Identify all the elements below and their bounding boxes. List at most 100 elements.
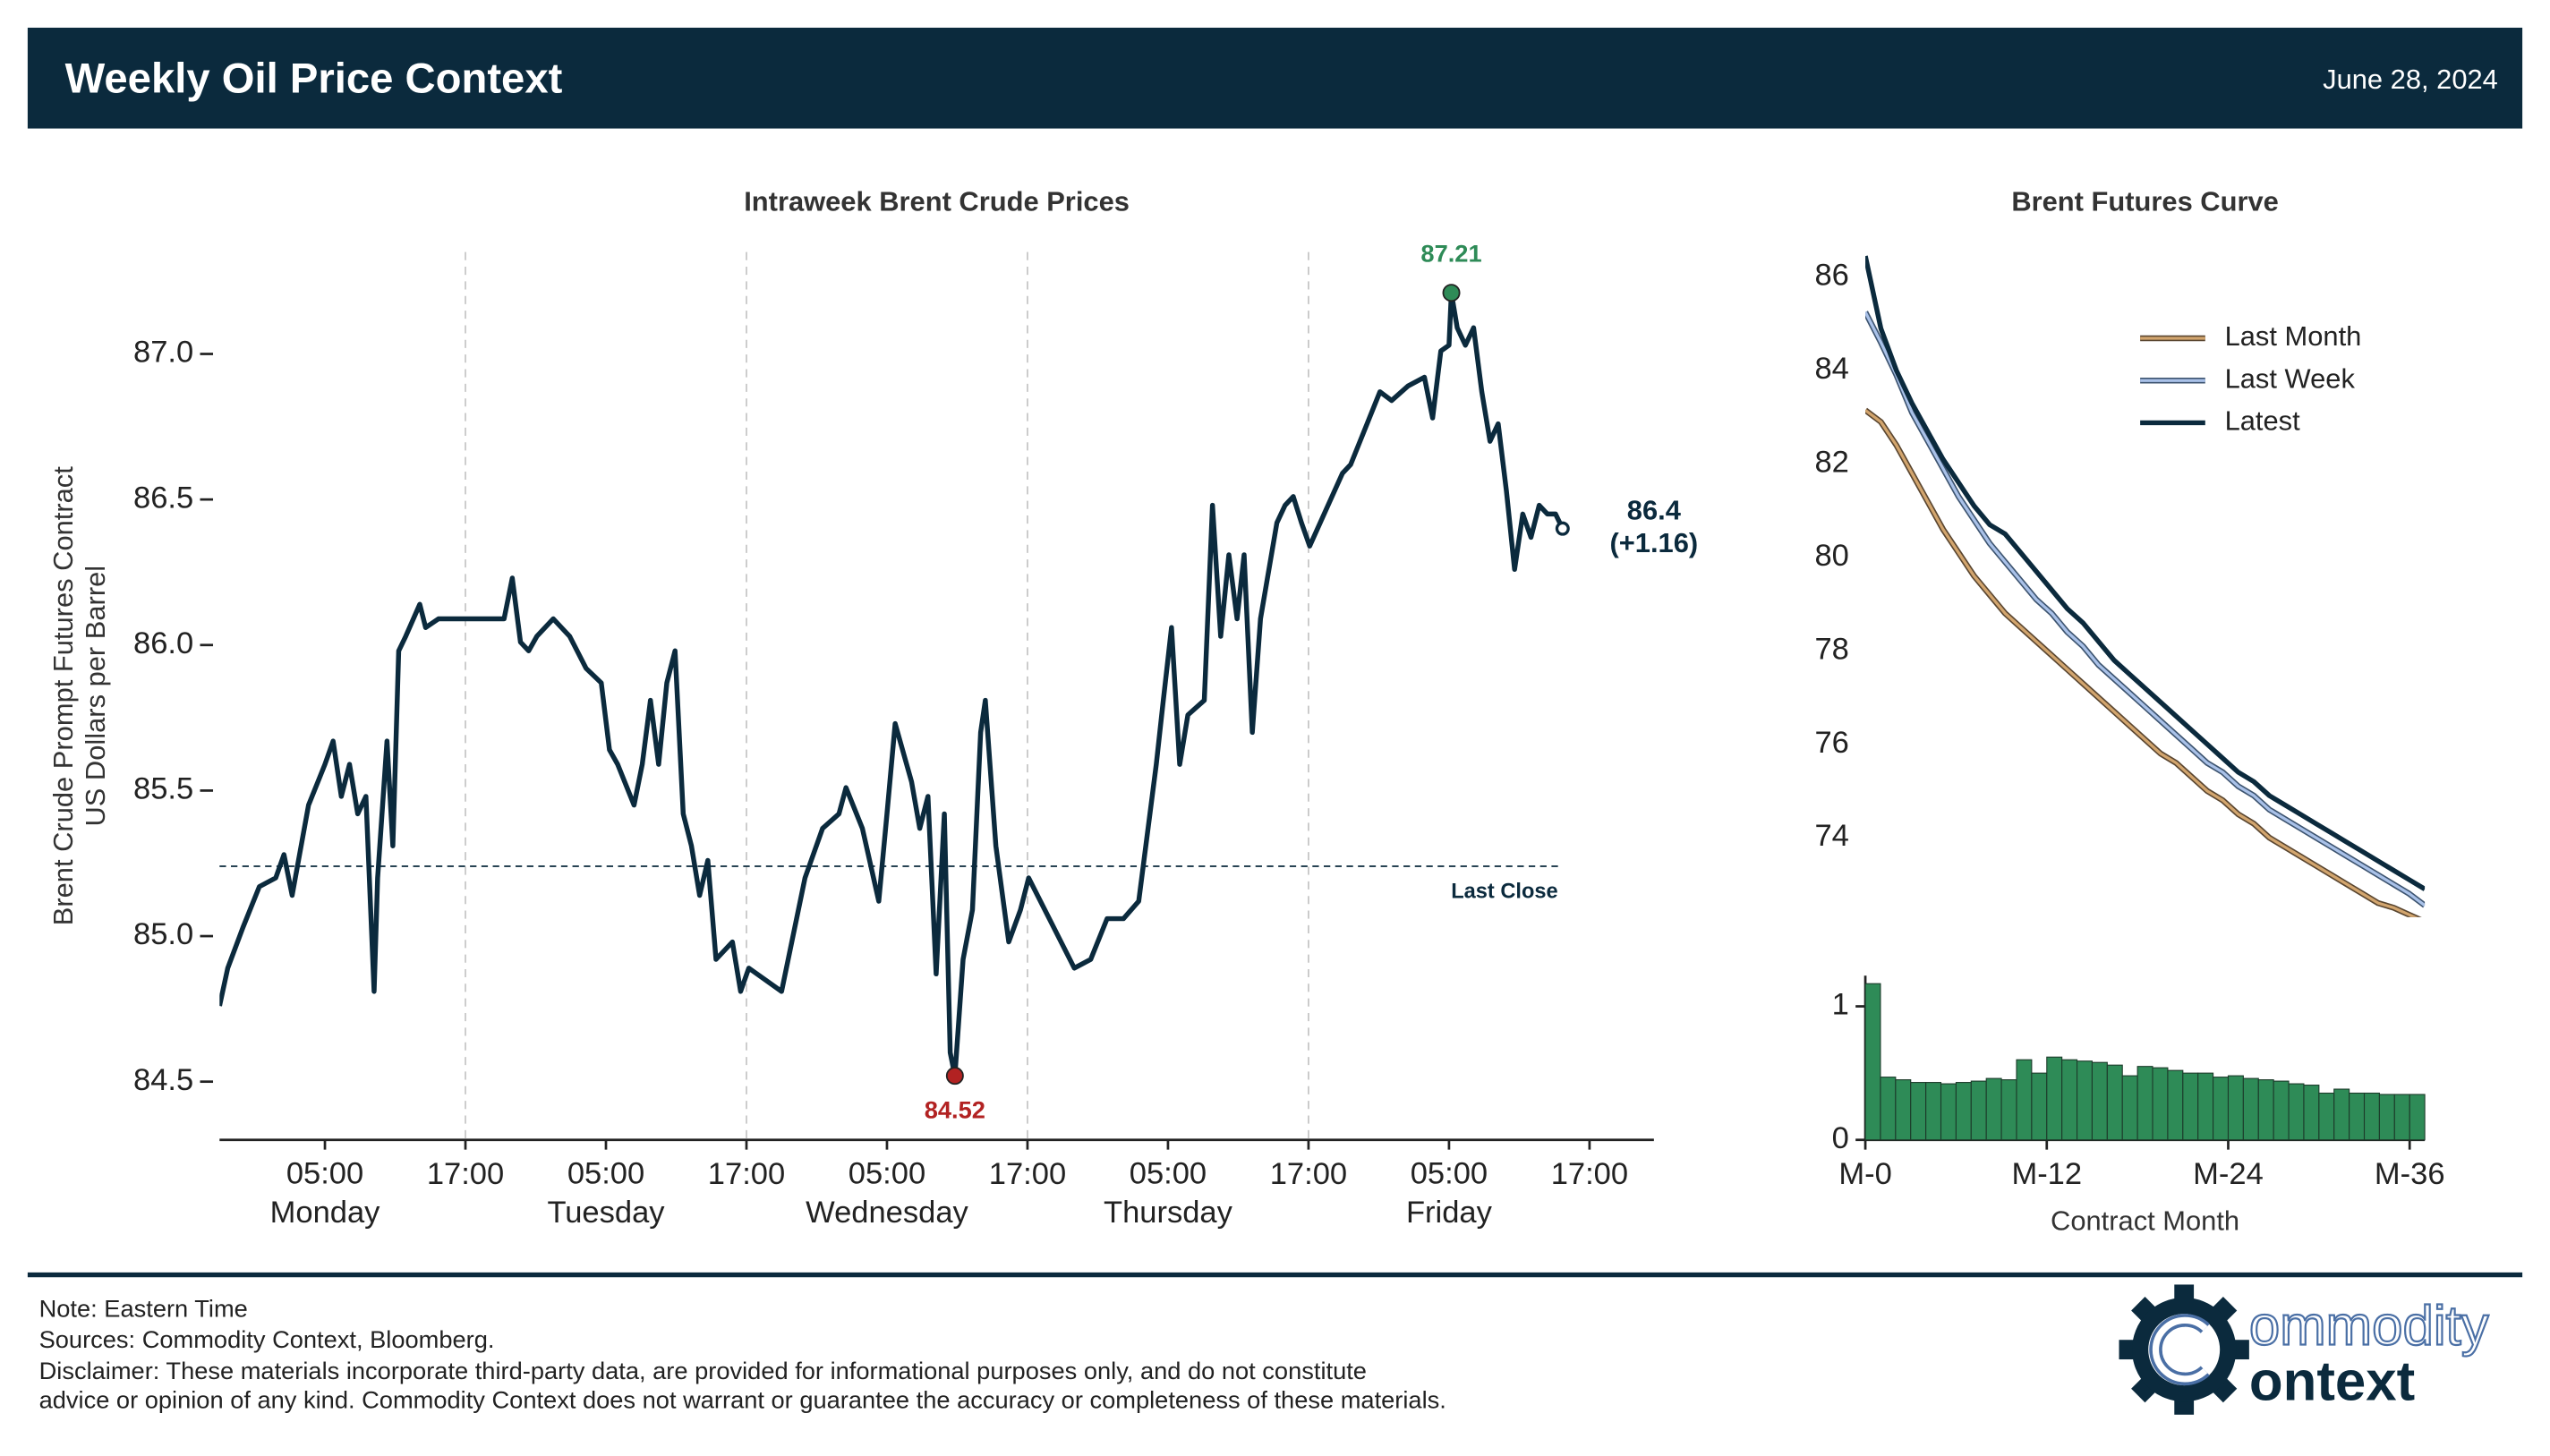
chart-title: Brent Futures Curve — [2011, 185, 2279, 217]
x-tick-label: M-36 — [2375, 1157, 2445, 1191]
x-tick-label: M-24 — [2193, 1157, 2264, 1191]
x-axis-label: Contract Month — [2051, 1205, 2239, 1237]
series-line — [1865, 311, 2426, 907]
bar — [1955, 1082, 1972, 1141]
legend-label: Last Month — [2225, 320, 2362, 352]
y-tick-label: 1 — [1832, 988, 1849, 1022]
logo-text: ontext — [2249, 1350, 2415, 1412]
bar — [2393, 1094, 2410, 1141]
extreme-marker — [1442, 284, 1461, 302]
logo: ommodity ontext — [2119, 1284, 2490, 1415]
bar — [2318, 1092, 2335, 1141]
series-line-edge — [1865, 407, 2422, 917]
x-tick-label: 17:00 — [989, 1157, 1066, 1191]
bar — [2409, 1094, 2426, 1141]
bar — [1925, 1082, 1942, 1141]
bar — [1895, 1079, 1912, 1141]
bar — [2121, 1075, 2138, 1141]
y-tick-label: 80 — [1814, 539, 1848, 573]
footer-note: Note: Eastern Time — [39, 1295, 248, 1323]
y-tick-label: 86.5 — [133, 481, 193, 515]
bar — [2242, 1077, 2259, 1141]
bar — [1864, 983, 1881, 1141]
bar — [2077, 1060, 2093, 1141]
x-tick-label: 05:00 Thursday — [1104, 1157, 1233, 1230]
y-axis-label: US Dollars per Barrel — [80, 566, 111, 827]
y-tick-label: 78 — [1814, 632, 1848, 666]
bar — [2378, 1094, 2395, 1141]
x-tick-label: 05:00 Wednesday — [806, 1157, 968, 1230]
last-marker — [1555, 521, 1570, 536]
y-tick-label: 76 — [1814, 726, 1848, 760]
series-line — [219, 290, 1565, 1078]
bar — [2182, 1072, 2199, 1141]
bar — [1940, 1083, 1957, 1141]
y-tick-label: 86 — [1814, 259, 1848, 293]
last-value: 86.4 — [1627, 495, 1681, 526]
bar — [2091, 1061, 2108, 1141]
bar — [2363, 1092, 2380, 1141]
bar — [2016, 1059, 2033, 1141]
x-tick-label: M-12 — [2011, 1157, 2082, 1191]
x-tick-label: 05:00 Tuesday — [547, 1157, 665, 1230]
extreme-marker — [945, 1067, 964, 1086]
page-title: Weekly Oil Price Context — [65, 55, 563, 102]
bar — [2333, 1088, 2350, 1141]
bar — [2257, 1079, 2274, 1141]
bar — [2213, 1077, 2230, 1141]
bar — [2136, 1066, 2153, 1141]
x-tick-label: 17:00 — [427, 1157, 504, 1191]
series-line-edge — [1865, 311, 2426, 908]
bar — [1880, 1077, 1897, 1141]
last-change: (+1.16) — [1610, 527, 1699, 558]
bar — [2227, 1075, 2244, 1141]
logo-gear — [2119, 1284, 2249, 1415]
bar — [2106, 1064, 2123, 1141]
y-tick-label: 0 — [1832, 1121, 1849, 1155]
x-tick-label: 05:00 Monday — [270, 1157, 381, 1230]
series-line — [1865, 409, 2418, 917]
bar — [1970, 1080, 1987, 1141]
chart-title: Intraweek Brent Crude Prices — [744, 185, 1130, 217]
bar — [2349, 1092, 2366, 1141]
bar — [1910, 1082, 1927, 1141]
logo-text: ommodity — [2249, 1296, 2489, 1358]
series-line — [1865, 255, 2426, 891]
y-tick-label: 87.0 — [133, 336, 193, 370]
bar — [2273, 1080, 2290, 1141]
extreme-label: 84.52 — [925, 1095, 985, 1123]
y-tick-label: 74 — [1814, 819, 1848, 853]
footer-note: Disclaimer: These materials incorporate … — [39, 1357, 1367, 1384]
y-tick-label: 84.5 — [133, 1063, 193, 1097]
footer-note: advice or opinion of any kind. Commodity… — [39, 1385, 1446, 1413]
extreme-label: 87.21 — [1420, 240, 1481, 268]
bar — [2031, 1072, 2048, 1141]
bar — [2152, 1067, 2169, 1141]
header-band — [27, 27, 2523, 129]
x-tick-label: 05:00 Friday — [1406, 1157, 1493, 1230]
bar — [2046, 1056, 2063, 1141]
bar — [2288, 1083, 2305, 1141]
x-tick-label: 17:00 — [1270, 1157, 1347, 1191]
legend-label: Last Week — [2225, 362, 2356, 394]
bar — [2000, 1079, 2017, 1141]
bar — [2197, 1072, 2214, 1141]
y-tick-label: 82 — [1814, 446, 1848, 480]
footer-note: Sources: Commodity Context, Bloomberg. — [39, 1325, 495, 1353]
y-tick-label: 85.5 — [133, 772, 193, 806]
bar — [2167, 1069, 2184, 1141]
y-tick-label: 84 — [1814, 352, 1848, 386]
legend-label: Latest — [2225, 405, 2301, 437]
x-tick-label: 17:00 — [1551, 1157, 1628, 1191]
date: June 28, 2024 — [2323, 64, 2498, 95]
bar — [2061, 1059, 2078, 1141]
y-tick-label: 85.0 — [133, 917, 193, 951]
x-tick-label: 17:00 — [708, 1157, 785, 1191]
reference-label: Last Close — [1451, 880, 1557, 903]
y-tick-label: 86.0 — [133, 626, 193, 660]
bar — [1985, 1077, 2002, 1141]
y-axis-label: Brent Crude Prompt Futures Contract — [47, 466, 79, 925]
x-tick-label: M-0 — [1838, 1157, 1891, 1191]
